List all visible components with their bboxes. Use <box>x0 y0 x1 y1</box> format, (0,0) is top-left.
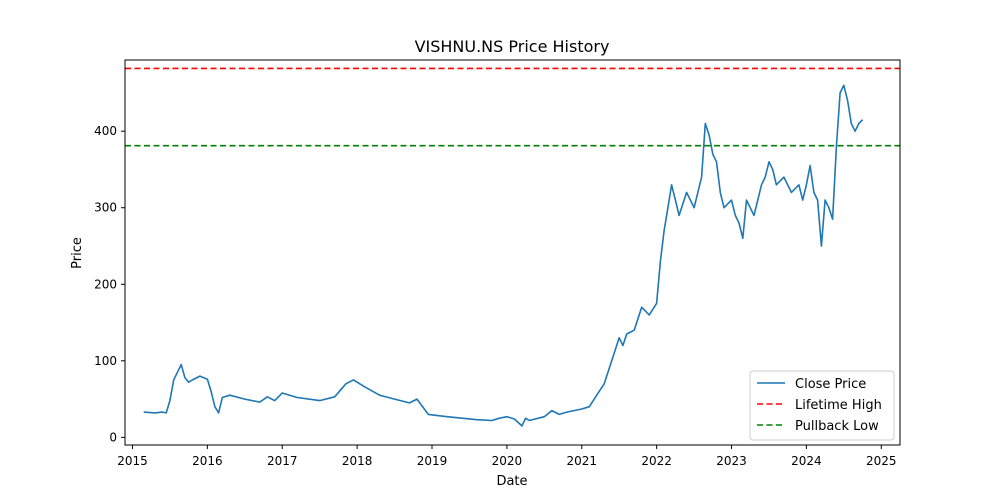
x-tick-label: 2022 <box>641 454 672 468</box>
x-tick-label: 2018 <box>342 454 373 468</box>
x-tick-label: 2019 <box>417 454 448 468</box>
y-axis-ticks: 0 100 200 300 400 <box>94 124 125 444</box>
legend-label-pullback-low: Pullback Low <box>795 419 879 434</box>
x-tick-label: 2016 <box>192 454 223 468</box>
y-tick-label: 100 <box>94 354 117 368</box>
series-layer <box>125 67 900 427</box>
legend-label-lifetime-high: Lifetime High <box>795 398 882 413</box>
axes-frame <box>124 59 901 446</box>
x-tick-label: 2020 <box>492 454 523 468</box>
x-tick-label: 2024 <box>791 454 822 468</box>
x-tick-label: 2015 <box>117 454 148 468</box>
legend-label-close-price: Close Price <box>795 377 866 392</box>
close-price-line <box>143 84 864 427</box>
x-tick-label: 2025 <box>866 454 897 468</box>
y-tick-label: 400 <box>94 124 117 138</box>
x-tick-label: 2023 <box>716 454 747 468</box>
y-tick-label: 300 <box>94 201 117 215</box>
x-axis-ticks: 2015 2016 2017 2018 2019 2020 2021 2022 2023 2024… <box>117 445 897 468</box>
legend-box <box>749 370 895 441</box>
x-tick-label: 2017 <box>267 454 298 468</box>
x-tick-label: 2021 <box>566 454 597 468</box>
plot-area <box>124 59 901 446</box>
legend: Close Price Lifetime High Pullback Low <box>749 370 895 441</box>
y-tick-label: 0 <box>109 430 117 444</box>
chart-title: VISHNU.NS Price History <box>415 37 610 56</box>
y-axis-label: Price <box>70 237 85 269</box>
y-tick-label: 200 <box>94 277 117 291</box>
x-axis-label: Date <box>496 474 527 489</box>
